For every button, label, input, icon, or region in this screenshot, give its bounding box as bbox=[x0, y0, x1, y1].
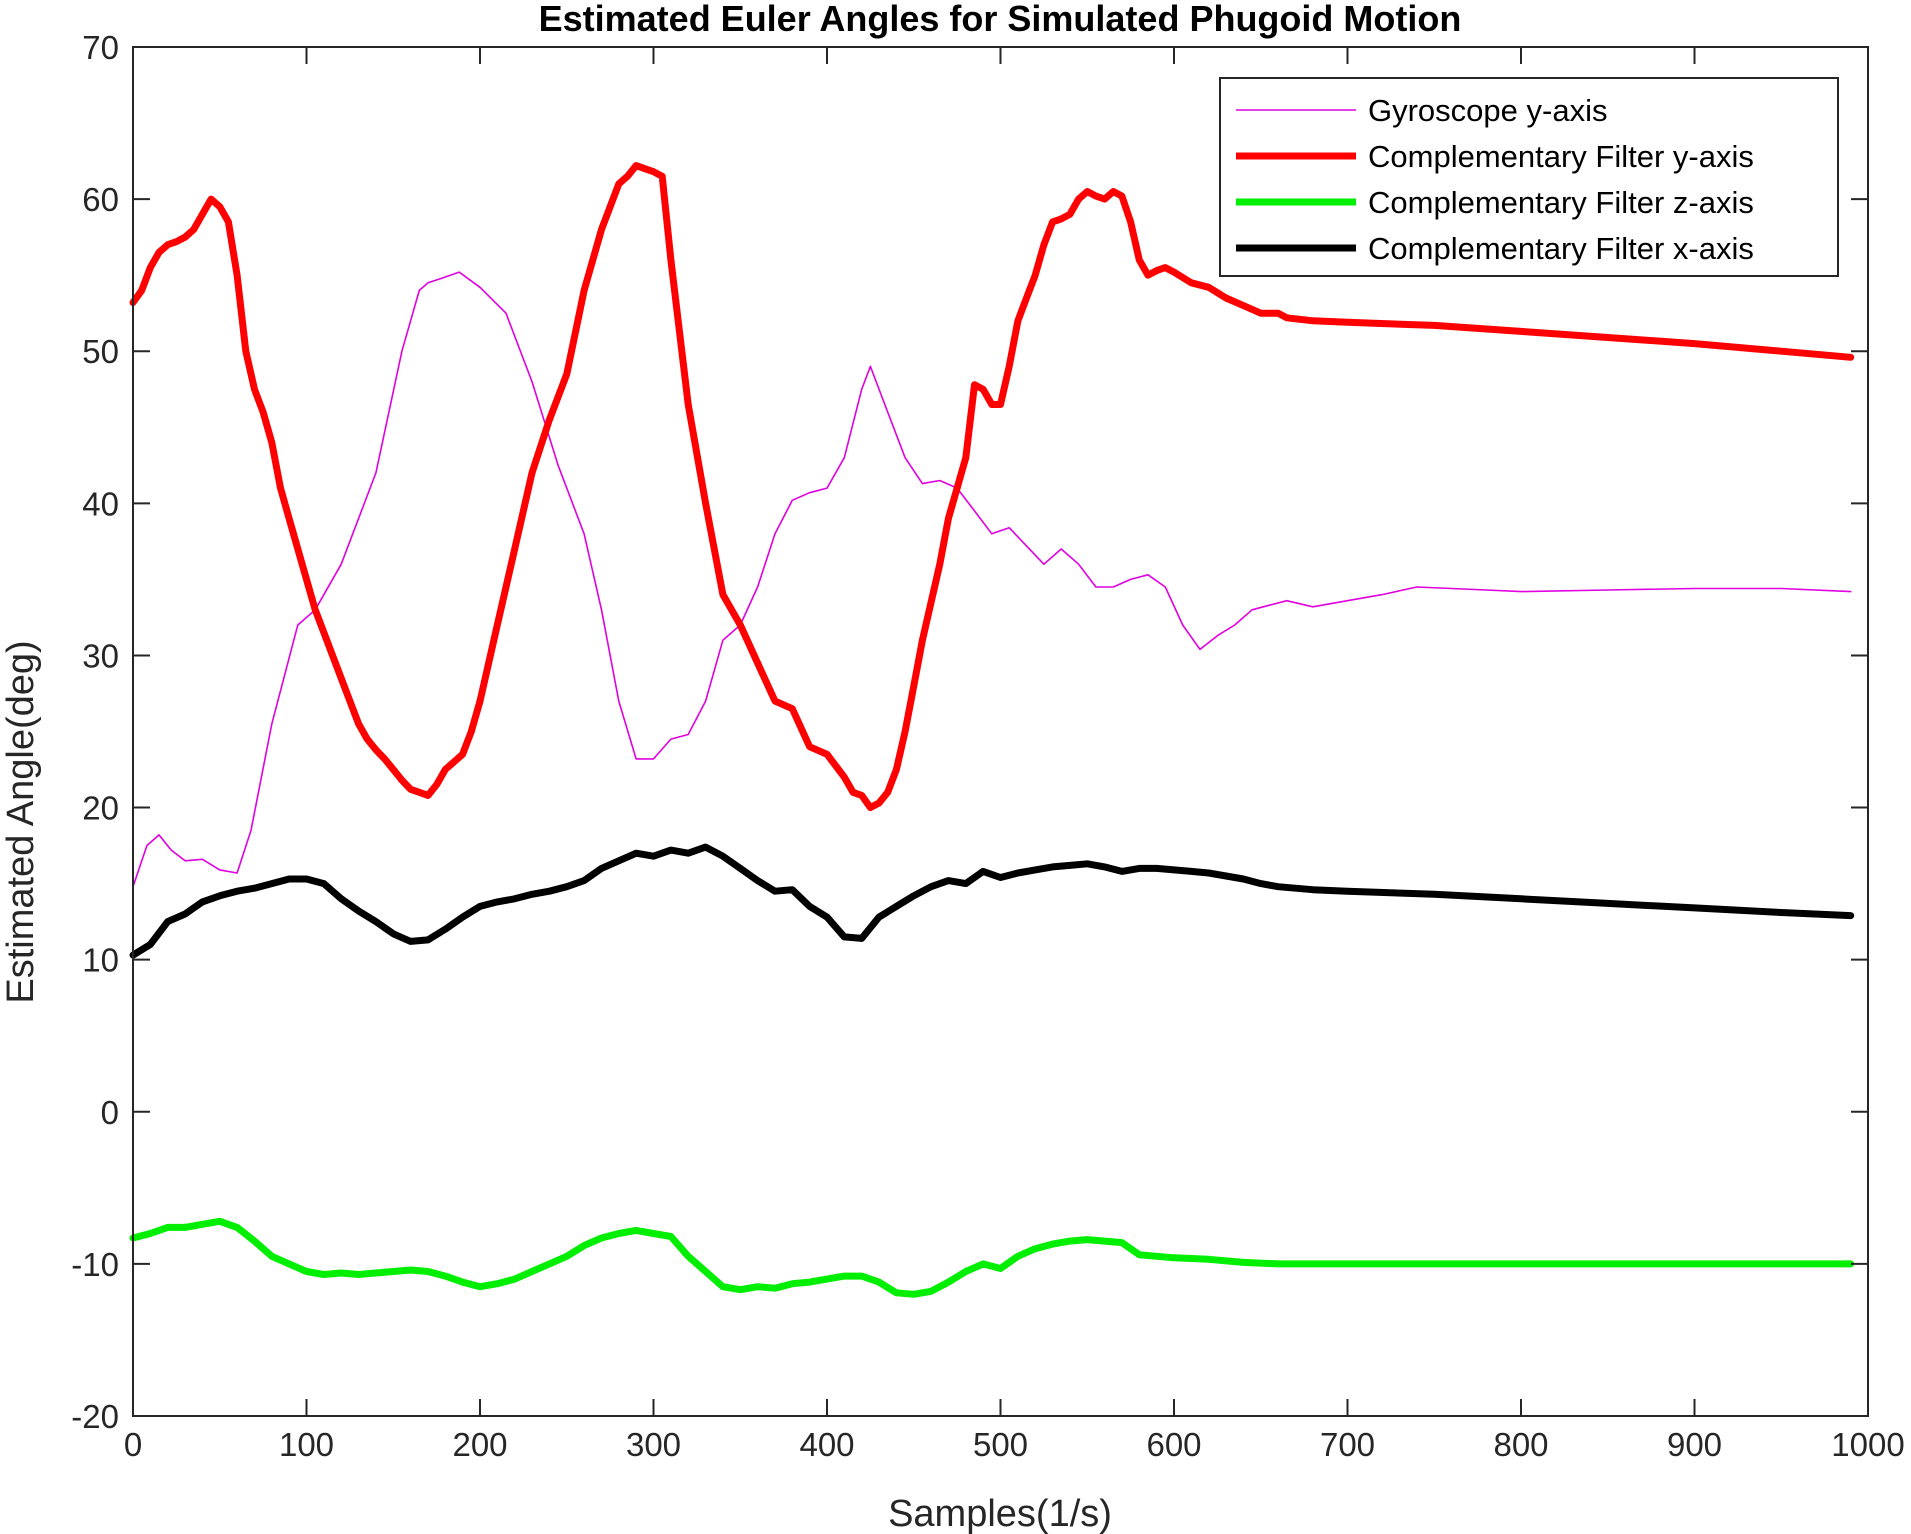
legend: Gyroscope y-axis Complementary Filter y-a… bbox=[1219, 77, 1839, 277]
series-line-3 bbox=[129, 1217, 1855, 1298]
legend-label: Complementary Filter x-axis bbox=[1368, 231, 1754, 266]
series-line-4 bbox=[129, 843, 1855, 959]
chart-title: Estimated Euler Angles for Simulated Phu… bbox=[539, 0, 1462, 39]
x-tick-label: 600 bbox=[1146, 1426, 1201, 1463]
y-tick-label: 60 bbox=[82, 181, 119, 218]
x-tick-label: 800 bbox=[1493, 1426, 1548, 1463]
x-axis-label: Samples(1/s) bbox=[888, 1493, 1112, 1534]
x-tick-label: 300 bbox=[626, 1426, 681, 1463]
x-tick-label: 200 bbox=[452, 1426, 507, 1463]
tick-labels: 0 100 200 300 400 500 600 700 800 900 1000 -20 -10 0 1… bbox=[71, 29, 1904, 1463]
y-tick-label: 0 bbox=[101, 1094, 119, 1131]
x-tick-label: 500 bbox=[973, 1426, 1028, 1463]
x-tick-label: 400 bbox=[799, 1426, 854, 1463]
x-tick-label: 100 bbox=[279, 1426, 334, 1463]
x-tick-label: 0 bbox=[124, 1426, 142, 1463]
y-tick-label: -20 bbox=[71, 1398, 119, 1435]
y-tick-label: 20 bbox=[82, 790, 119, 827]
x-tick-label: 700 bbox=[1320, 1426, 1375, 1463]
y-axis-label: Estimated Angle(deg) bbox=[0, 640, 42, 1003]
axes bbox=[132, 46, 1869, 1417]
series-line-1 bbox=[132, 271, 1852, 888]
legend-box bbox=[1219, 77, 1839, 277]
y-tick-label: 40 bbox=[82, 485, 119, 522]
y-tick-label: 10 bbox=[82, 942, 119, 979]
plot-lines bbox=[129, 162, 1855, 1298]
legend-label: Complementary Filter y-axis bbox=[1368, 139, 1754, 174]
legend-label: Gyroscope y-axis bbox=[1368, 93, 1607, 128]
y-tick-label: -10 bbox=[71, 1246, 119, 1283]
legend-label: Complementary Filter z-axis bbox=[1368, 185, 1754, 220]
y-tick-label: 50 bbox=[82, 333, 119, 370]
x-tick-label: 1000 bbox=[1831, 1426, 1904, 1463]
y-tick-label: 70 bbox=[82, 29, 119, 66]
series-line-2 bbox=[129, 162, 1855, 812]
y-tick-label: 30 bbox=[82, 637, 119, 674]
x-tick-label: 900 bbox=[1667, 1426, 1722, 1463]
